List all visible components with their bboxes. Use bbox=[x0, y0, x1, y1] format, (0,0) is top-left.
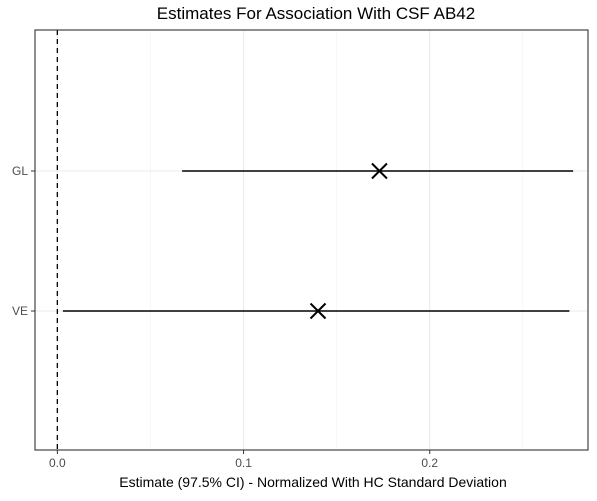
x-tick-label: 0.0 bbox=[49, 456, 66, 470]
x-tick-label: 0.1 bbox=[235, 456, 252, 470]
axes: 0.0 0.1 0.2 GL VE bbox=[12, 29, 589, 470]
y-tick-label-gl: GL bbox=[12, 164, 28, 178]
chart-title: Estimates For Association With CSF AB42 bbox=[157, 4, 475, 23]
data-marks bbox=[56, 30, 574, 450]
grid-lines bbox=[35, 30, 588, 450]
y-tick-label-ve: VE bbox=[12, 304, 28, 318]
estimate-marker-stroke bbox=[371, 162, 388, 180]
estimate-marker-stroke bbox=[309, 302, 327, 320]
x-axis-label: Estimate (97.5% CI) - Normalized With HC… bbox=[119, 474, 506, 490]
x-tick-label: 0.2 bbox=[421, 456, 438, 470]
estimate-marker-ve bbox=[309, 302, 327, 320]
panel-border bbox=[34, 29, 589, 451]
estimate-marker-gl bbox=[371, 162, 388, 180]
